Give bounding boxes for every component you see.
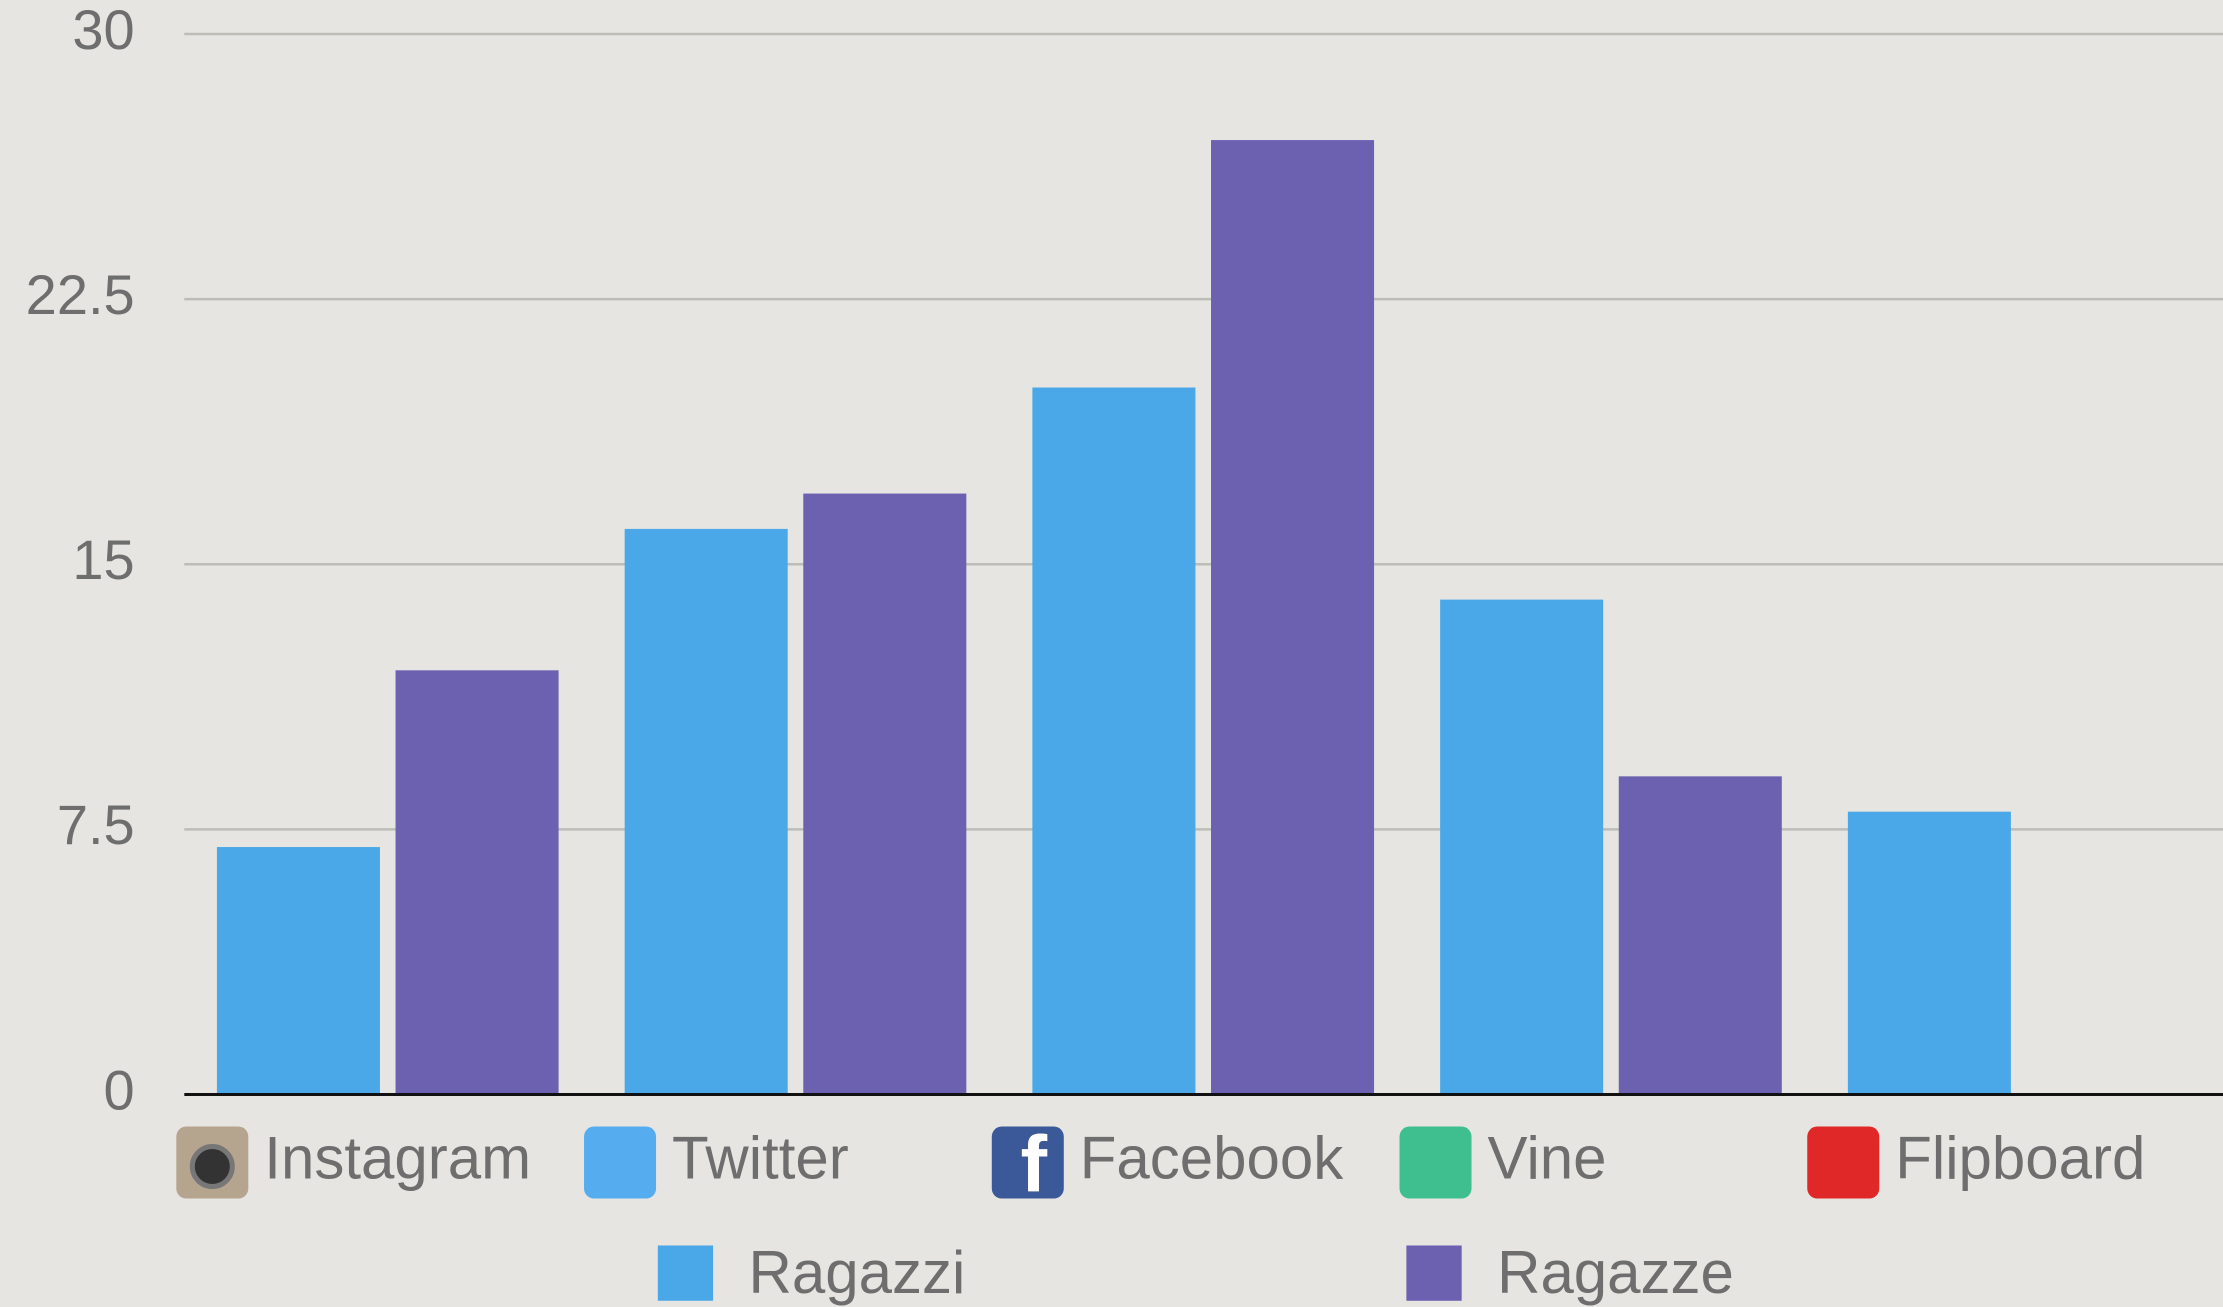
y-tick-label: 22.5: [26, 263, 135, 326]
bar: [1618, 776, 1782, 1095]
bar: [1211, 140, 1375, 1095]
category-icon: f: [1020, 1120, 1047, 1209]
y-tick-label: 15: [72, 528, 134, 591]
x-tick-label: Vine: [1488, 1124, 1607, 1191]
bar: [624, 528, 788, 1095]
icons: f: [176, 1120, 1880, 1209]
x-tick-label: Instagram: [264, 1124, 531, 1191]
category-icon: [189, 1144, 235, 1190]
y-tick-label: 0: [104, 1058, 135, 1121]
bar: [1440, 599, 1604, 1095]
legend-swatch: [657, 1245, 714, 1301]
bar: [803, 493, 967, 1095]
x-tick-label: Flipboard: [1895, 1124, 2145, 1191]
bar: [395, 670, 559, 1095]
category-icon: [584, 1126, 657, 1199]
legend-swatch: [1406, 1245, 1462, 1301]
legend-label: Ragazzi: [749, 1239, 966, 1306]
category-icon: [991, 1126, 1064, 1199]
x-tick-label: Facebook: [1080, 1124, 1344, 1191]
bar: [1847, 811, 2011, 1095]
y-tick-label: 30: [72, 0, 134, 61]
legend-label: Ragazze: [1497, 1239, 1734, 1306]
y-tick-label: 7.5: [57, 793, 135, 856]
bar: [216, 847, 380, 1095]
bar: [1032, 387, 1196, 1095]
category-icon: [1399, 1126, 1472, 1199]
x-tick-label: Twitter: [672, 1124, 849, 1191]
category-icon: [1807, 1126, 1880, 1199]
